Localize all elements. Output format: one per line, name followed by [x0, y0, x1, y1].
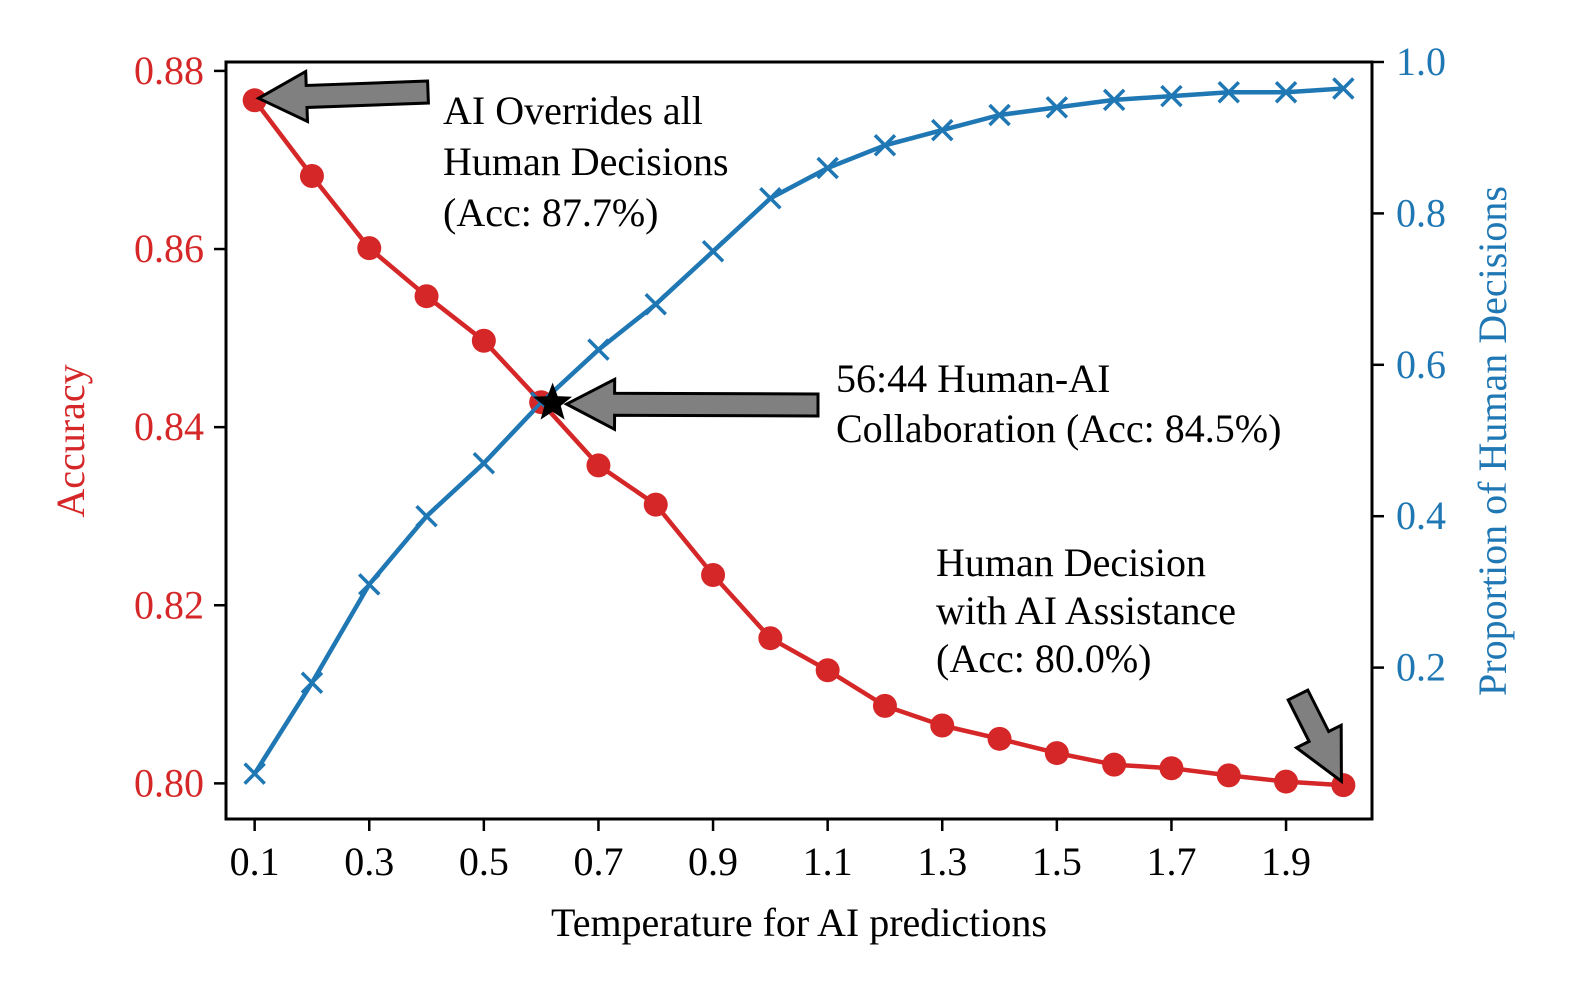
x-tick-label: 0.3	[344, 839, 394, 884]
accuracy-point	[242, 88, 267, 113]
y-right-tick-label: 0.6	[1396, 342, 1446, 387]
collaboration-annotation: 56:44 Human-AI Collaboration (Acc: 84.5%)	[836, 356, 1281, 451]
accuracy-point	[299, 163, 324, 188]
annotation-line: (Acc: 87.7%)	[443, 190, 658, 235]
human-proportion-point	[816, 156, 839, 180]
human-proportion-point	[1045, 96, 1069, 119]
x-tick-label: 0.1	[230, 839, 280, 884]
y-right-tick-label: 1.0	[1396, 39, 1446, 84]
y-right-axis: 0.2 0.4 0.6 0.8 1.0	[1372, 39, 1446, 690]
human-proportion-point	[1160, 84, 1183, 108]
human-proportion-point	[1274, 81, 1298, 104]
annotations: AI Overrides all Human Decisions (Acc: 87.…	[443, 88, 1281, 681]
human-proportion-point	[1332, 77, 1355, 100]
accuracy-point	[471, 328, 496, 353]
x-tick-label: 0.9	[688, 839, 738, 884]
human-proportion-point	[358, 573, 381, 596]
human-proportion-point	[988, 103, 1011, 127]
x-tick-label: 0.7	[573, 839, 623, 884]
human-proportion-point	[472, 451, 496, 475]
y-right-tick-label: 0.4	[1396, 493, 1446, 538]
human-proportion-point	[415, 504, 438, 528]
markers	[242, 77, 1356, 798]
human-proportion-point	[644, 293, 667, 316]
y-right-tick-label: 0.8	[1396, 190, 1446, 235]
accuracy-point	[643, 492, 668, 517]
human-proportion-point	[587, 338, 610, 361]
human-proportion-point	[759, 187, 782, 210]
annotation-line: (Acc: 80.0%)	[936, 636, 1151, 681]
accuracy-point	[987, 726, 1012, 751]
human-proportion-point	[1102, 88, 1126, 112]
accuracy-point	[1216, 763, 1241, 788]
annotation-line: 56:44 Human-AI	[836, 356, 1110, 401]
accuracy-point	[414, 284, 439, 309]
annotation-line: Collaboration (Acc: 84.5%)	[836, 406, 1281, 451]
accuracy-point	[586, 453, 611, 478]
plot-frame	[224, 60, 1374, 821]
accuracy-point	[815, 658, 840, 683]
x-tick-label: 0.5	[459, 839, 509, 884]
y-left-axis-title: Accuracy	[48, 364, 93, 517]
annotation-line: Human Decision	[936, 540, 1206, 585]
human-proportion-point	[243, 762, 266, 785]
x-axis: 0.1 0.3 0.5 0.7 0.9 1.1 1.3 1.5 1.7 1.9	[230, 819, 1311, 884]
annotation-line: Human Decisions	[443, 139, 729, 184]
accuracy-point	[701, 562, 726, 587]
y-left-tick-label: 0.88	[134, 48, 204, 93]
accuracy-point	[1044, 741, 1069, 766]
x-tick-label: 1.1	[803, 839, 853, 884]
x-tick-label: 1.5	[1032, 839, 1082, 884]
accuracy-point	[357, 236, 382, 261]
accuracy-point	[1274, 769, 1299, 794]
annotation-line: AI Overrides all	[443, 88, 703, 133]
y-left-tick-label: 0.84	[134, 404, 204, 449]
accuracy-point	[872, 693, 897, 718]
y-left-tick-label: 0.82	[134, 582, 204, 627]
y-left-axis: 0.80 0.82 0.84 0.86 0.88	[134, 48, 226, 805]
human-decision-arrow	[1286, 688, 1343, 785]
arrows	[255, 68, 1343, 785]
annotation-line: with AI Assistance	[936, 588, 1236, 633]
accuracy-point	[758, 626, 783, 651]
human-proportion-point	[701, 240, 725, 263]
collaboration-star-marker	[533, 382, 573, 420]
collaboration-arrow	[563, 376, 820, 432]
human-proportion-point	[931, 118, 954, 142]
human-proportion-point	[873, 134, 897, 157]
accuracy-point	[1159, 756, 1184, 781]
y-right-tick-label: 0.2	[1396, 645, 1446, 690]
x-axis-title: Temperature for AI predictions	[551, 900, 1047, 945]
human-proportion-point	[300, 671, 324, 694]
accuracy-point	[1102, 752, 1127, 777]
human-decision-annotation: Human Decision with AI Assistance (Acc: 80…	[936, 540, 1236, 681]
ai-override-arrow	[255, 68, 430, 124]
accuracy-point	[930, 713, 955, 738]
x-tick-label: 1.9	[1261, 839, 1311, 884]
x-tick-label: 1.7	[1146, 839, 1196, 884]
x-tick-label: 1.3	[917, 839, 967, 884]
y-left-tick-label: 0.86	[134, 226, 204, 271]
ai-override-annotation: AI Overrides all Human Decisions (Acc: 87.…	[443, 88, 729, 235]
human-proportion-point	[1217, 81, 1240, 104]
y-left-tick-label: 0.80	[134, 760, 204, 805]
y-right-axis-title: Proportion of Human Decisions	[1470, 186, 1515, 696]
